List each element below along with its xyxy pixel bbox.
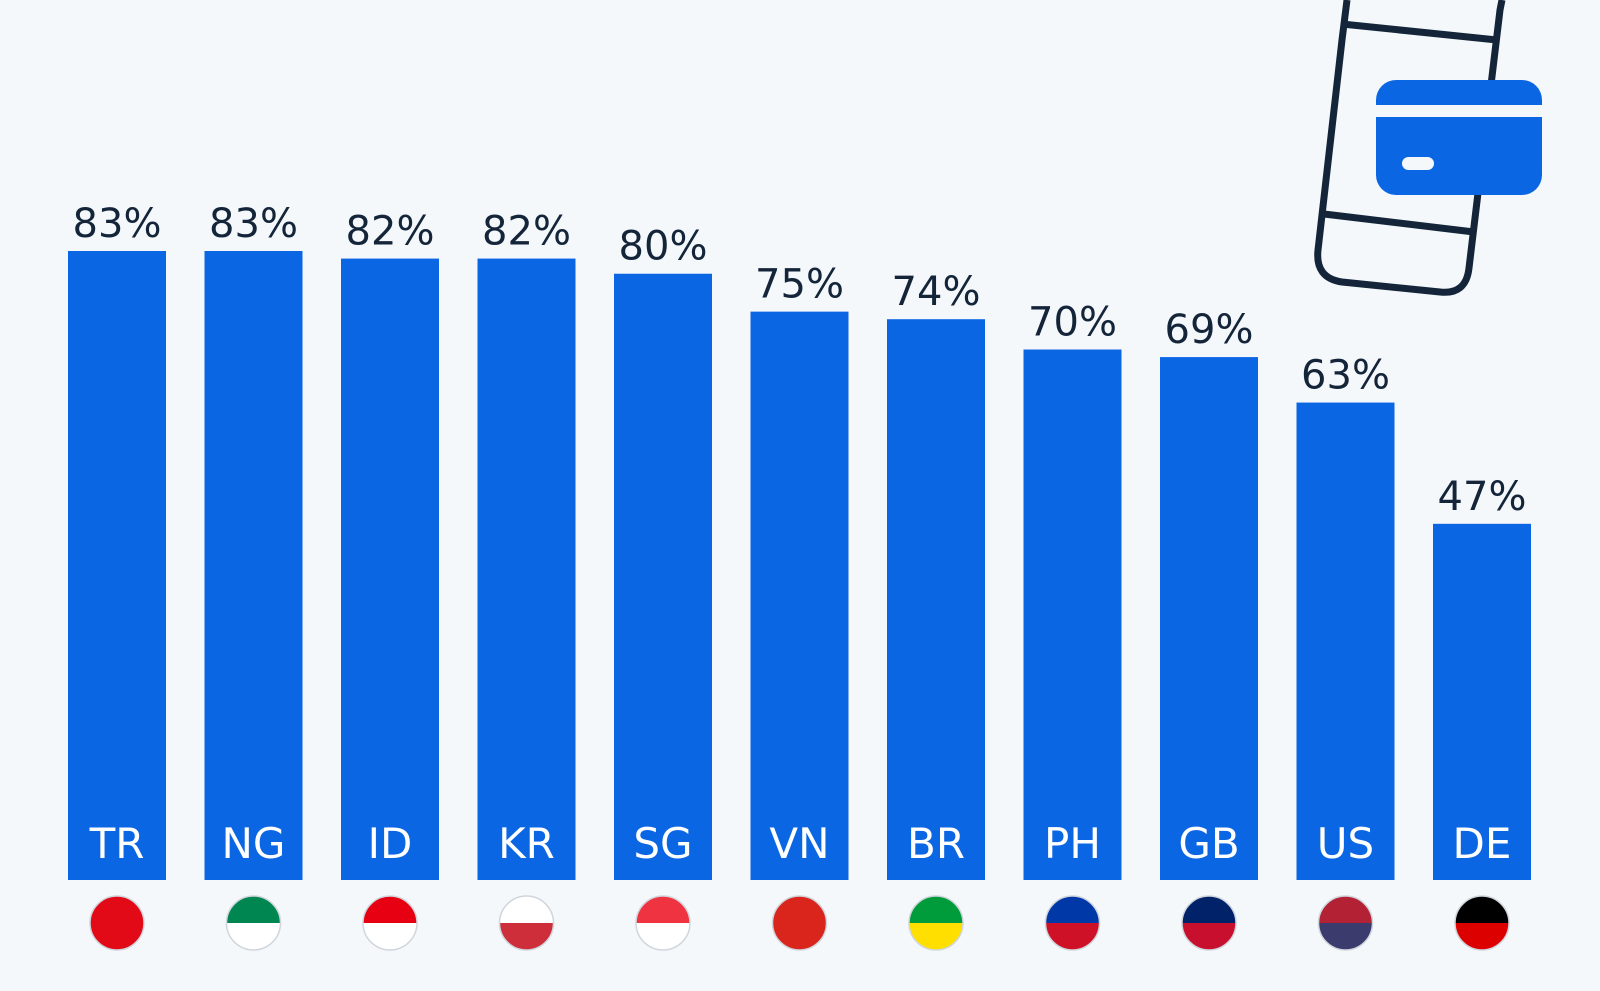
value-label: 75% (755, 262, 844, 308)
value-label: 82% (482, 209, 571, 255)
flag (635, 895, 691, 951)
flag (89, 895, 145, 951)
category-label: DE (1453, 819, 1512, 868)
flag-border (635, 895, 691, 951)
bar (204, 251, 303, 880)
value-label: 80% (619, 224, 708, 270)
flag-border (362, 895, 418, 951)
flag (1454, 895, 1510, 951)
value-label: 74% (892, 269, 981, 315)
flag (362, 895, 418, 951)
category-label: GB (1178, 819, 1239, 868)
flag (1317, 895, 1374, 951)
flag-border (1181, 895, 1237, 951)
category-label: VN (769, 819, 829, 868)
flag (498, 895, 555, 951)
category-label: PH (1044, 819, 1101, 868)
phone-icon (1314, 0, 1542, 296)
category-label: US (1317, 819, 1374, 868)
value-label: 69% (1165, 307, 1254, 353)
value-label: 83% (209, 201, 298, 247)
value-label: 70% (1028, 300, 1117, 346)
category-label: NG (222, 819, 286, 868)
category-label: TR (89, 819, 145, 868)
value-label: 82% (346, 209, 435, 255)
value-label: 83% (73, 201, 162, 247)
bar (1160, 357, 1258, 880)
flag-border (1044, 895, 1101, 951)
value-label: 47% (1438, 474, 1527, 520)
value-label: 63% (1301, 353, 1390, 399)
bar (887, 319, 985, 880)
flag-body (636, 896, 690, 950)
bar (750, 311, 849, 881)
flag-border (771, 895, 828, 951)
flag-body (909, 896, 963, 950)
flag (771, 895, 828, 951)
category-label: KR (498, 819, 555, 868)
flag-border (225, 895, 282, 951)
category-label: SG (633, 819, 692, 868)
category-label: ID (368, 819, 413, 868)
flag (1044, 895, 1101, 951)
flag (1181, 895, 1237, 951)
flag-border (1454, 895, 1510, 951)
bar (341, 258, 439, 880)
bar (68, 251, 166, 880)
bar (614, 273, 712, 880)
category-label: BR (907, 819, 965, 868)
bar (1296, 402, 1395, 880)
flag-border (498, 895, 555, 951)
flag-border (908, 895, 964, 951)
flag (908, 895, 964, 951)
flag-border (1317, 895, 1374, 951)
bar (1023, 349, 1122, 880)
bar (1433, 523, 1531, 880)
bar (477, 258, 576, 880)
flag-border (89, 895, 145, 951)
flag (225, 895, 282, 951)
